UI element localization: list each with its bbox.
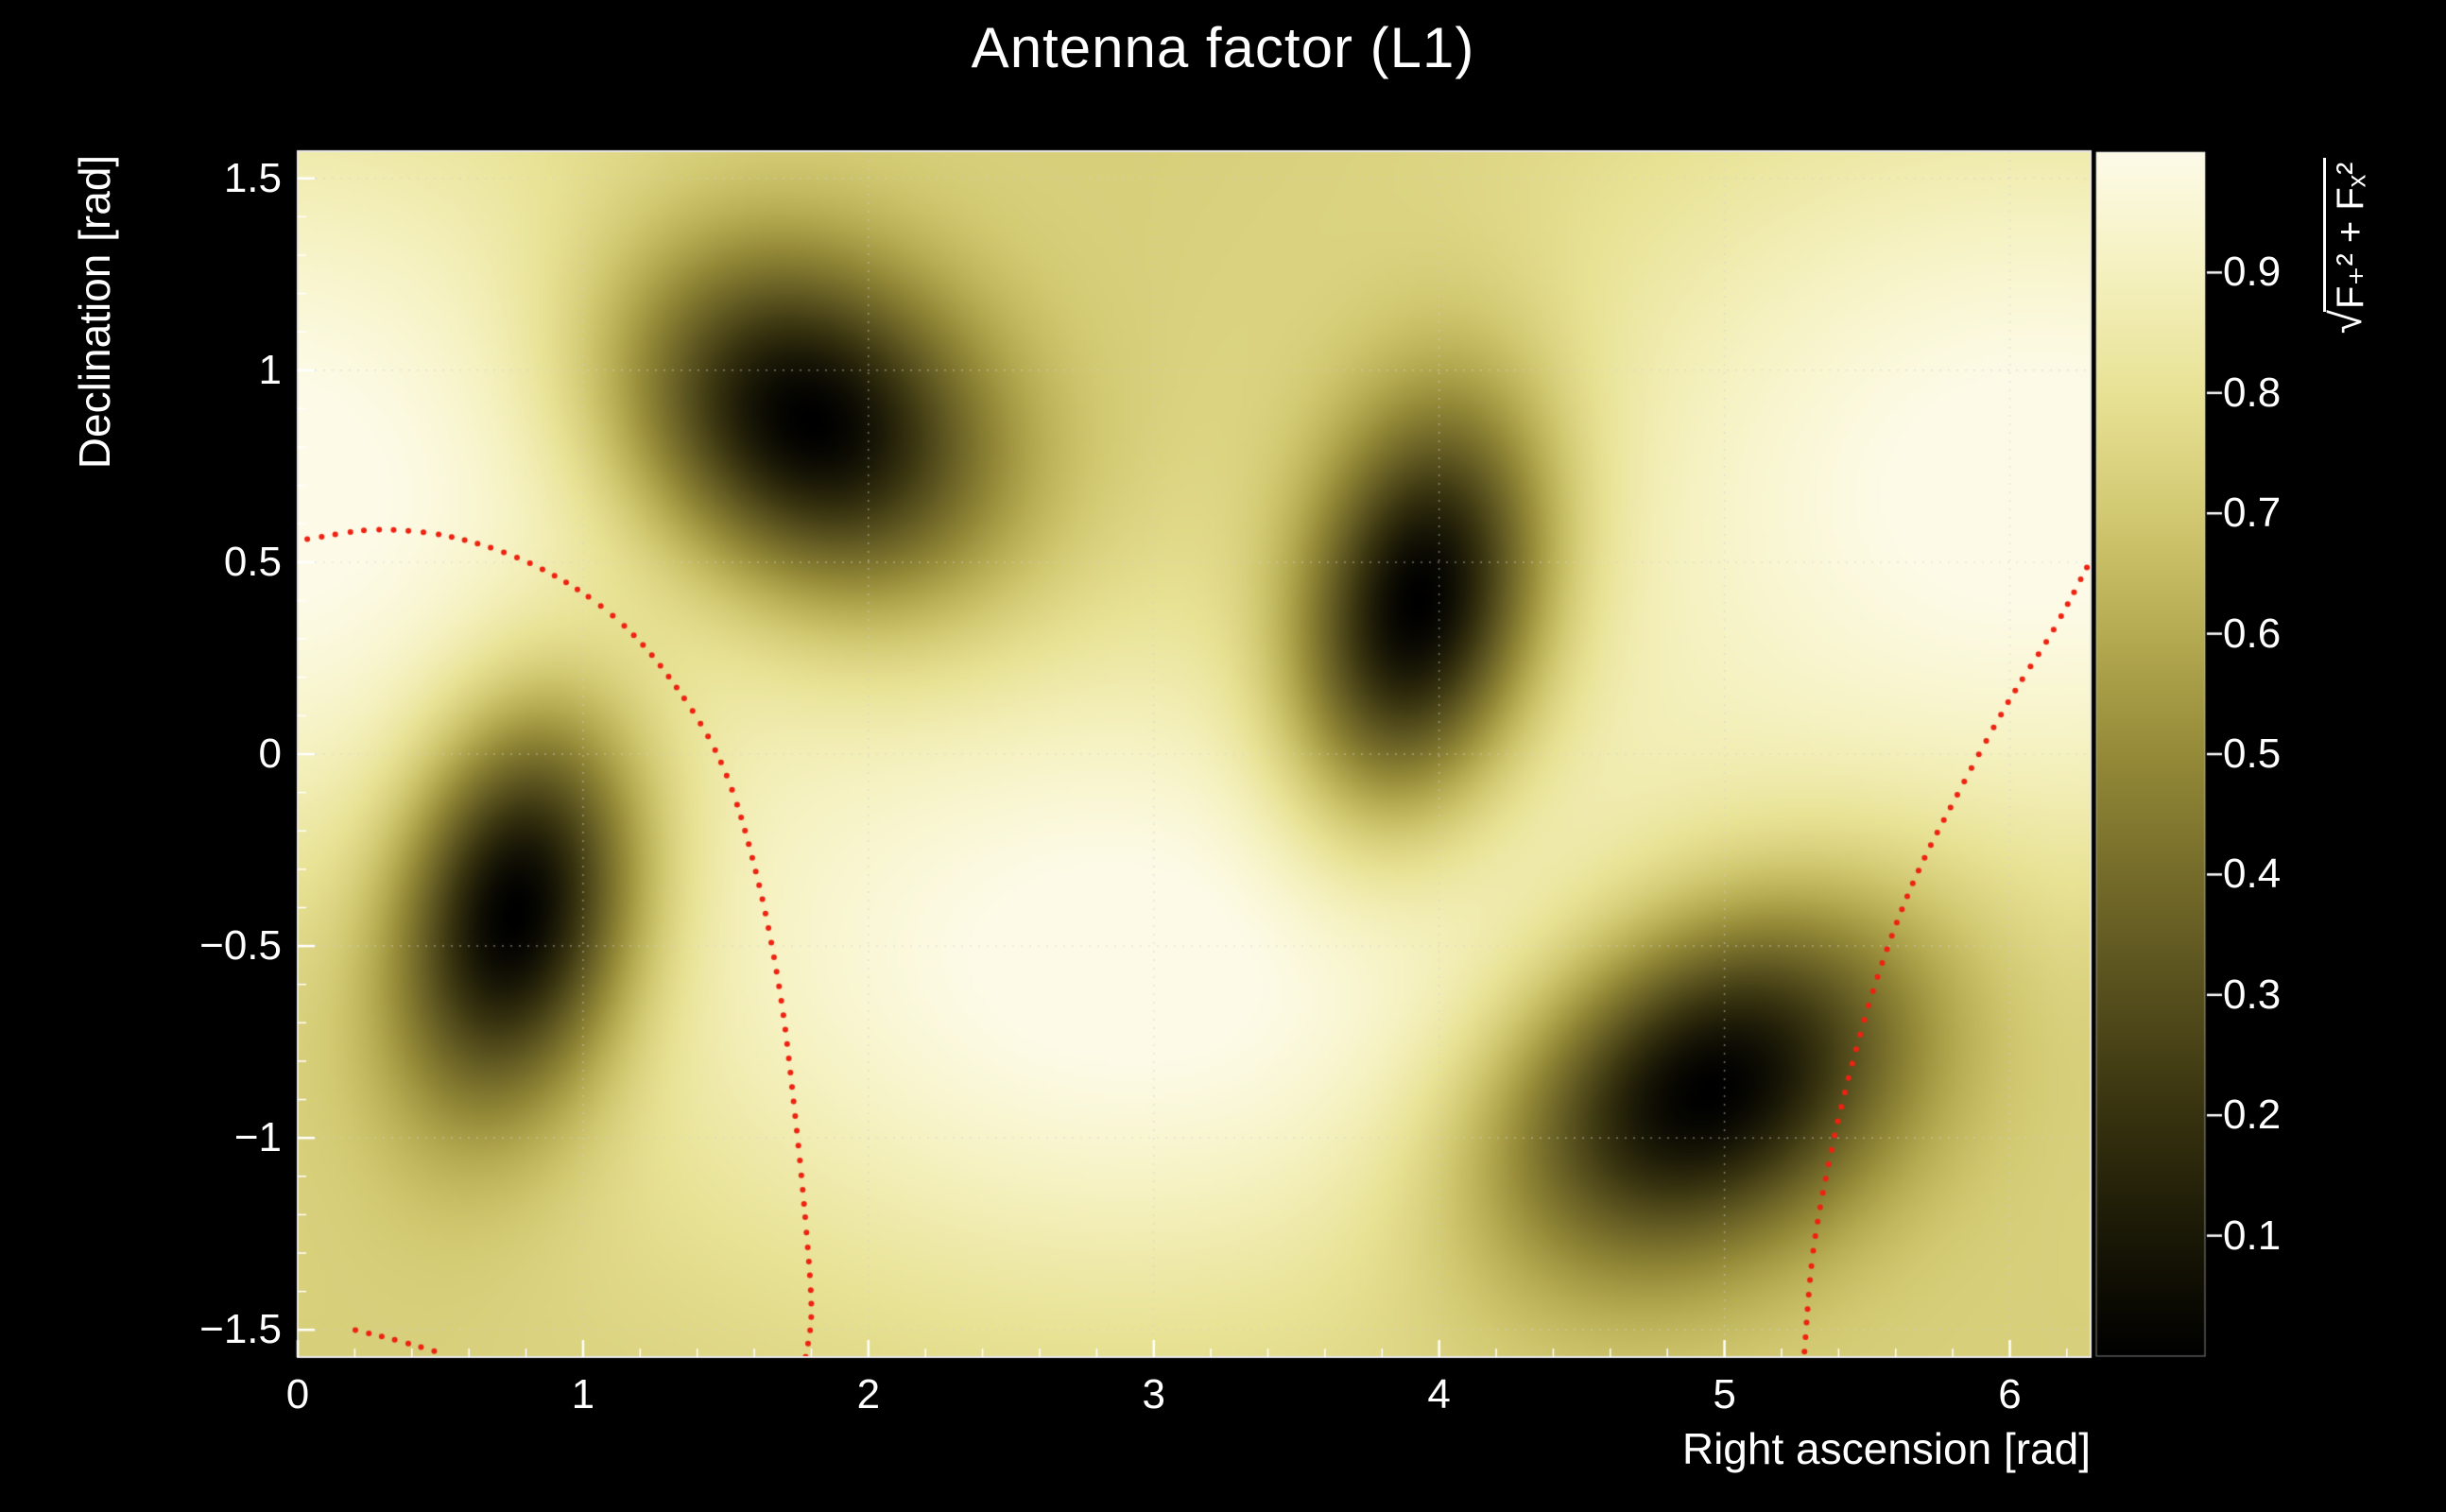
z-tick-label: 0.2 <box>2223 1091 2282 1139</box>
z-axis-title: √ F₊² + Fₓ² <box>2317 104 2378 387</box>
z-tick-label: 0.5 <box>2223 730 2282 777</box>
x-tick-label: 4 <box>1427 1371 1451 1418</box>
x-tick-label: 5 <box>1713 1371 1736 1418</box>
x-tick-label: 3 <box>1142 1371 1165 1418</box>
x-tick-label: 1 <box>571 1371 595 1418</box>
x-tick-label: 2 <box>856 1371 881 1418</box>
chart-title: Antenna factor (L1) <box>971 16 1475 79</box>
z-tick-label: 0.3 <box>2223 971 2282 1018</box>
y-axis-title: Declination [rad] <box>70 154 119 470</box>
z-tick-label: 0.6 <box>2223 610 2282 657</box>
y-tick-label: 0.5 <box>223 538 282 585</box>
z-tick-label: 0.7 <box>2223 490 2282 537</box>
y-tick-label: −1.5 <box>199 1306 282 1353</box>
y-tick-label: −1 <box>233 1114 282 1161</box>
y-tick-label: 0 <box>258 730 282 777</box>
x-tick-label: 6 <box>1998 1371 2022 1418</box>
x-tick-label: 0 <box>285 1371 310 1418</box>
sqrt-symbol: √ <box>2321 310 2370 335</box>
y-tick-label: 1 <box>258 346 282 393</box>
z-tick-label: 0.9 <box>2223 249 2282 296</box>
z-tick-label: 0.8 <box>2223 369 2282 416</box>
z-tick-label: 0.4 <box>2223 850 2282 898</box>
x-axis-title: Right ascension [rad] <box>1681 1424 2091 1473</box>
y-tick-label: 1.5 <box>223 154 282 201</box>
z-tick-label: 0.1 <box>2223 1211 2282 1259</box>
y-tick-label: −0.5 <box>199 922 282 970</box>
